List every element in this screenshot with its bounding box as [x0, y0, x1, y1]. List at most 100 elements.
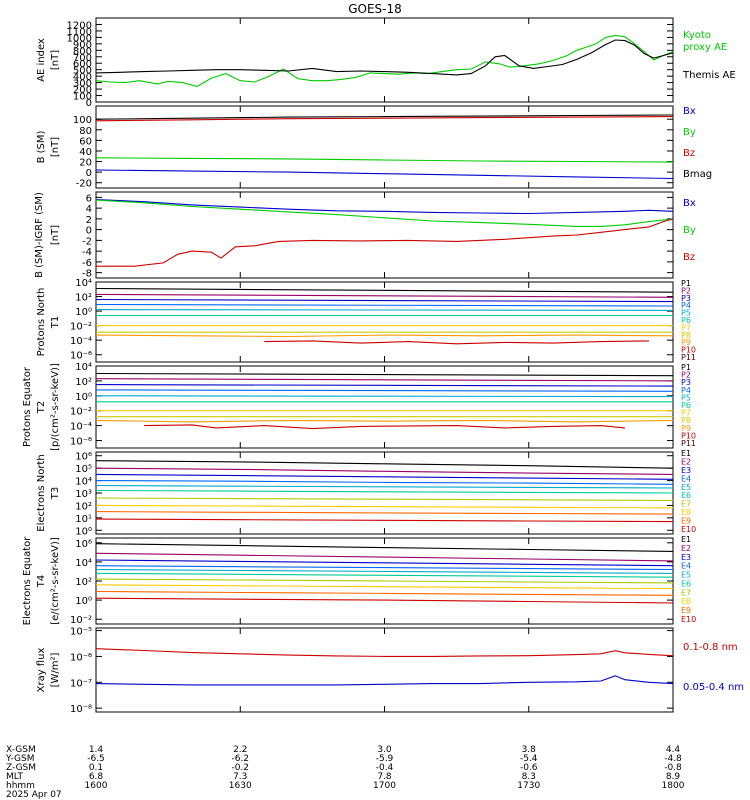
y-tick-label: -2 [82, 236, 92, 247]
y-axis-label: T4 [36, 575, 47, 588]
y-tick-label: 600 [73, 59, 92, 70]
x-axis-date: 2025 Apr 07 [6, 790, 62, 800]
panel-frame [95, 191, 674, 279]
x-axis-labels: X-GSM 1.4 2.2 3.0 3.8 4.4 Y-GSM -6.5 -6.2 -5.9 -5.… [5, 745, 685, 800]
legend-label: 0.05-0.4 nm [683, 682, 744, 693]
series-line-p2 [95, 293, 674, 298]
y-tick-label: 10² [75, 501, 92, 512]
y-tick-label: 100 [73, 92, 92, 103]
series-line-p4 [95, 303, 674, 307]
legend-label: P3 [681, 294, 691, 303]
plot-title: GOES-18 [348, 2, 402, 16]
y-tick-label: 10⁴ [75, 558, 92, 569]
legend-label: P1 [681, 279, 691, 288]
series-line-e9 [95, 511, 674, 515]
series-line-e4 [95, 565, 674, 571]
x-row-value: 8.9 [666, 772, 681, 782]
series-line-e8 [95, 584, 674, 590]
series-line-bx [95, 198, 674, 215]
x-row-value: -6.5 [87, 754, 105, 764]
x-row-value: -6.2 [231, 754, 249, 764]
legend-label: Themis AE [682, 70, 736, 81]
series-line-p9 [95, 419, 674, 423]
series-line-p9 [95, 334, 674, 338]
legend-label: E10 [681, 615, 696, 624]
series-line-e4 [95, 480, 674, 485]
y-tick-label: 10¹ [75, 514, 92, 525]
y-tick-label: 0 [86, 168, 92, 179]
series-line-bmag [95, 114, 674, 120]
x-row-value: 1800 [662, 781, 685, 791]
y-axis-label: B (SM) [36, 130, 47, 163]
y-tick-label: 10⁰ [75, 307, 92, 318]
y-tick-label: 400 [73, 72, 92, 83]
y-tick-label: 10⁴ [75, 477, 92, 488]
panel-frame [95, 365, 674, 449]
y-tick-label: 10⁶ [75, 539, 92, 550]
y-tick-label: 700 [73, 53, 92, 64]
y-tick-label: 10⁻⁶ [70, 652, 92, 663]
y-axis-label: [W/m²] [50, 652, 61, 687]
legend-label: P8 [681, 331, 691, 340]
y-tick-label: 10⁻⁷ [70, 678, 92, 689]
series-line-kyoto-proxy-ae [95, 34, 674, 88]
y-tick-label: 10² [75, 377, 92, 388]
series-line-by [95, 157, 674, 163]
panels: 0100200300400500600700800900100011001200… [22, 17, 744, 716]
y-tick-label: -4 [82, 247, 92, 258]
y-tick-label: 10⁵ [75, 464, 92, 475]
panel-8: 10⁻⁸ 10⁻⁷ 10⁻⁶ 10⁻⁵ Xray flux [W/m²] 0.1-0.8 n… [36, 627, 744, 716]
y-axis-label: T3 [50, 487, 61, 500]
y-tick-label: 0 [86, 226, 92, 237]
legend-label: E6 [681, 579, 691, 588]
x-row-value: 4.4 [666, 745, 681, 755]
series-line-bx [95, 169, 674, 180]
series-line-p10 [264, 340, 650, 345]
y-axis-label: [nT] [50, 137, 61, 157]
legend-label: E5 [681, 571, 691, 580]
legend-label: P5 [681, 309, 691, 318]
x-row-value: 1700 [373, 781, 396, 791]
legend-label: P10 [681, 431, 696, 440]
series-line-e5 [95, 484, 674, 489]
y-tick-label: 10⁻² [70, 615, 92, 626]
series-line-e7 [95, 497, 674, 502]
panel-frame [95, 17, 674, 103]
series-line-e2 [95, 467, 674, 475]
series-line-e3 [95, 559, 674, 567]
legend-label: E8 [681, 508, 691, 517]
legend-label: Bz [683, 252, 695, 263]
series-line-e6 [95, 572, 674, 578]
legend-label: E7 [681, 588, 691, 597]
y-tick-label: 10⁰ [75, 392, 92, 403]
legend-label: P11 [681, 439, 696, 448]
y-axis-label: [nT] [50, 50, 61, 70]
x-row-value: 2.2 [233, 745, 247, 755]
legend-label: P5 [681, 393, 691, 402]
legend-label: E3 [681, 553, 691, 562]
y-tick-label: 10² [75, 577, 92, 588]
y-tick-label: 6 [86, 193, 92, 204]
y-tick-label: 100 [73, 115, 92, 126]
y-tick-label: 900 [73, 40, 92, 51]
series-line-bz [95, 116, 674, 122]
legend-label: E4 [681, 474, 691, 483]
legend-label: P6 [681, 401, 691, 410]
x-row-label: Y-GSM [5, 754, 34, 764]
series-line-e9 [95, 590, 674, 596]
legend-label: E8 [681, 597, 691, 606]
y-tick-label: 800 [73, 46, 92, 57]
legend-label: 0.1-0.8 nm [683, 642, 738, 653]
y-tick-label: 10³ [75, 489, 92, 500]
y-tick-label: 300 [73, 79, 92, 90]
y-tick-label: 200 [73, 85, 92, 96]
x-row-value: -0.2 [231, 763, 249, 773]
y-tick-label: -8 [82, 269, 92, 280]
y-tick-label: 10² [75, 293, 92, 304]
series-line-e2 [95, 552, 674, 562]
y-tick-label: 20 [79, 158, 92, 169]
y-axis-label: Protons North [36, 288, 47, 357]
